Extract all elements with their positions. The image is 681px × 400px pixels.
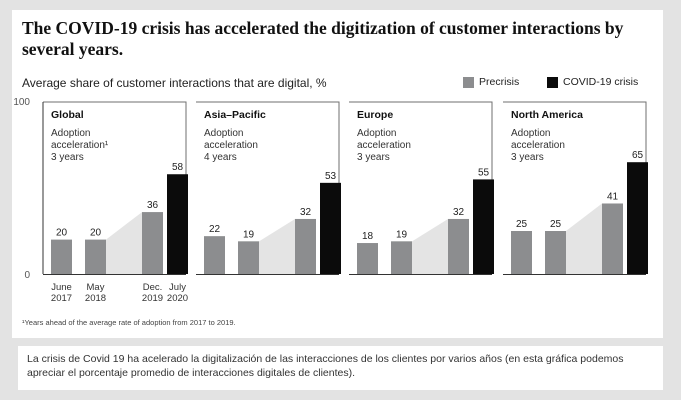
data-label: 58 [172,162,184,173]
chart-subtitle: Average share of customer interactions t… [22,76,327,90]
legend-swatch-covid [547,76,558,88]
x-tick-label: 2018 [85,293,106,304]
bar-north-america-0 [511,231,532,274]
bar-north-america-1 [545,231,566,274]
data-label: 22 [209,224,221,235]
data-label: 20 [90,228,102,239]
y-tick-label: 0 [24,270,30,281]
trend-area [566,203,602,274]
chart-title: The COVID-19 crisis has accelerated the … [22,18,624,59]
bar-global-0 [51,239,72,274]
x-tick-label: 2019 [142,293,163,304]
data-label: 25 [516,219,528,230]
adoption-years: 3 years [51,152,84,163]
data-label: 20 [56,228,68,239]
data-label: 41 [607,191,619,202]
x-tick-label: 2020 [167,293,188,304]
x-tick-label: May [87,282,105,293]
x-tick-label: Dec. [143,282,163,293]
legend-label-precrisis: Precrisis [479,76,520,88]
bar-asia-pacific-3 [320,182,341,274]
legend-item-covid: COVID-19 crisis [547,76,638,88]
adoption-label: Adoption [357,128,396,139]
x-tick-label: June [51,282,72,293]
adoption-years: 3 years [357,152,390,163]
bar-global-3 [167,174,188,274]
bar-europe-0 [357,243,378,274]
adoption-label: acceleration [511,140,565,151]
bar-asia-pacific-2 [295,218,316,274]
adoption-years: 3 years [511,152,544,163]
data-label: 19 [243,229,255,240]
bar-global-1 [85,239,106,274]
adoption-label: acceleration [204,140,258,151]
adoption-label: acceleration¹ [51,140,109,151]
adoption-label: Adoption [204,128,243,139]
trend-area [259,218,295,274]
panel-title-global: Global [51,109,84,121]
legend-label-covid: COVID-19 crisis [563,76,639,88]
bar-europe-2 [448,218,469,274]
bar-europe-3 [473,179,494,274]
data-label: 19 [396,229,408,240]
x-tick-label: July [169,282,186,293]
bar-europe-1 [391,241,412,274]
data-label: 18 [362,231,374,242]
y-tick-label: 100 [13,97,30,108]
bar-north-america-3 [627,162,648,274]
data-label: 32 [453,207,465,218]
chart-card: The COVID-19 crisis has accelerated the … [12,10,663,338]
bar-north-america-2 [602,203,623,274]
x-tick-label: 2017 [51,293,72,304]
adoption-label: Adoption [511,128,550,139]
data-label: 65 [632,150,644,161]
data-label: 36 [147,200,159,211]
data-label: 25 [550,219,562,230]
bar-asia-pacific-1 [238,241,259,274]
trend-area [106,212,142,274]
adoption-label: Adoption [51,128,90,139]
adoption-label: acceleration [357,140,411,151]
adoption-years: 4 years [204,152,237,163]
panel-title-north-america: North America [511,109,583,121]
panel-title-europe: Europe [357,109,393,121]
bar-global-2 [142,212,163,274]
footnote: ¹Years ahead of the average rate of adop… [22,318,236,327]
data-label: 32 [300,207,312,218]
legend-swatch-precrisis [463,76,474,88]
panel-title-asia-pacific: Asia–Pacific [204,109,266,121]
data-label: 55 [478,167,490,178]
data-label: 53 [325,171,337,182]
image-caption: La crisis de Covid 19 ha acelerado la di… [18,346,663,390]
trend-area [412,218,448,274]
legend-item-precrisis: Precrisis [463,76,519,88]
bar-asia-pacific-0 [204,236,225,274]
